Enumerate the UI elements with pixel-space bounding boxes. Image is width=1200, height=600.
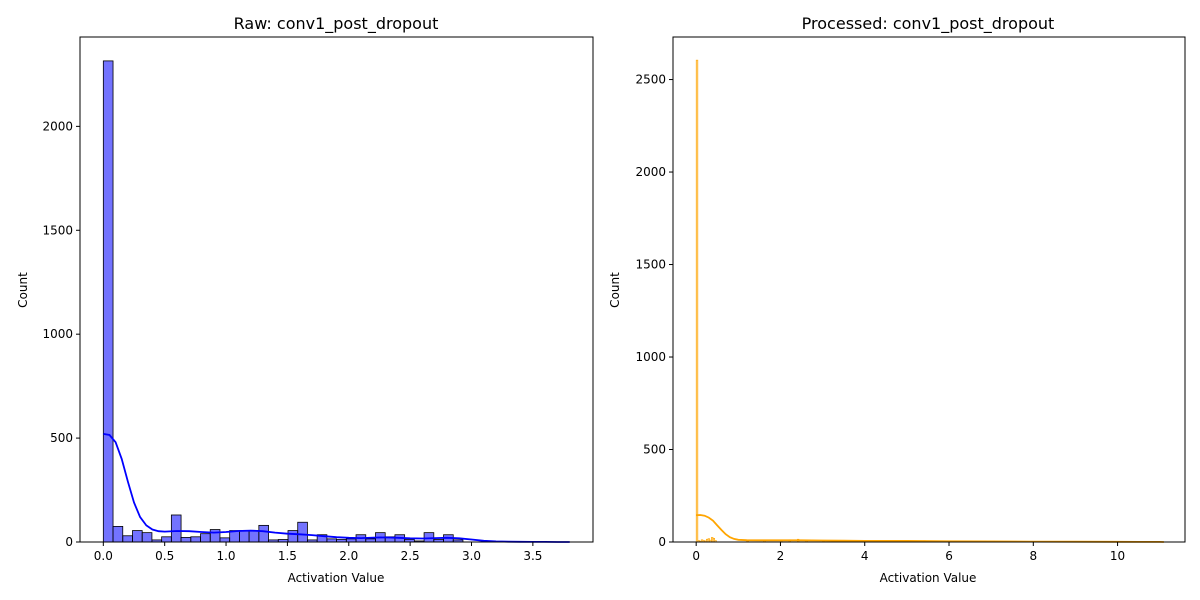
y-tick-label: 2000 (42, 119, 73, 133)
histogram-bar (141, 532, 153, 543)
kde-curve (696, 514, 1164, 543)
histogram-bar (122, 535, 133, 543)
kde-line (696, 514, 1164, 543)
y-tick-label: 1000 (42, 327, 73, 341)
raw-histogram-panel: Raw: conv1_post_dropout 0.0 0.5 1.0 1.5 2.0 2… (16, 14, 594, 585)
histogram-bar (180, 537, 192, 543)
x-tick-label: 1.0 (216, 549, 235, 563)
y-tick-label: 1500 (42, 223, 73, 237)
plot-area (672, 36, 1186, 543)
x-axis-ticks: 0 2 4 6 8 10 (692, 542, 1125, 563)
y-tick-label: 1000 (635, 350, 666, 364)
x-tick-label: 8 (1029, 549, 1037, 563)
y-tick-label: 1500 (635, 258, 666, 272)
y-axis-label: Count (608, 272, 622, 308)
histogram-bar (287, 530, 299, 543)
y-tick-label: 0 (658, 535, 666, 549)
kde-line (103, 433, 570, 543)
x-tick-label: 2 (777, 549, 785, 563)
x-tick-label: 0.0 (94, 549, 113, 563)
y-axis-ticks: 0 500 1000 1500 2000 2500 (635, 73, 673, 549)
x-tick-label: 10 (1110, 549, 1125, 563)
plot-area (79, 36, 594, 543)
histogram-bar (238, 530, 250, 543)
x-tick-label: 6 (945, 549, 953, 563)
x-axis-label: Activation Value (880, 571, 977, 585)
histogram-bar (200, 533, 211, 543)
histogram-bar (132, 530, 143, 543)
x-tick-label: 4 (861, 549, 869, 563)
y-tick-label: 500 (643, 443, 666, 457)
x-tick-label: 3.5 (523, 549, 542, 563)
y-tick-label: 500 (50, 431, 73, 445)
histogram-bar (248, 530, 260, 543)
histogram-bar (219, 537, 231, 543)
kde-curve (103, 433, 570, 543)
bars (102, 60, 464, 543)
y-tick-label: 2000 (635, 165, 666, 179)
y-tick-label: 2500 (635, 73, 666, 87)
x-axis-ticks: 0.0 0.5 1.0 1.5 2.0 2.5 3.0 3.5 (94, 542, 542, 563)
histogram-bar (190, 536, 201, 543)
y-tick-label: 0 (65, 535, 73, 549)
x-tick-label: 0.5 (155, 549, 174, 563)
histogram-bar (161, 536, 172, 543)
chart-title: Raw: conv1_post_dropout (234, 14, 439, 34)
histogram-bar (209, 529, 221, 543)
x-tick-label: 3.0 (462, 549, 481, 563)
chart-title: Processed: conv1_post_dropout (802, 14, 1055, 34)
histogram-bar (112, 526, 124, 543)
x-tick-label: 2.0 (339, 549, 358, 563)
x-tick-label: 2.5 (401, 549, 420, 563)
x-tick-label: 0 (692, 549, 700, 563)
histogram-bar (297, 521, 308, 543)
y-axis-ticks: 0 500 1000 1500 2000 (42, 119, 80, 549)
histogram-bar (258, 524, 269, 543)
bars (695, 59, 1120, 543)
x-tick-label: 1.5 (278, 549, 297, 563)
histogram-bar (102, 60, 114, 543)
processed-histogram-panel: Processed: conv1_post_dropout 0 2 4 6 8 10 0 5… (608, 14, 1186, 585)
x-axis-label: Activation Value (288, 571, 385, 585)
histogram-bar (695, 59, 699, 543)
histogram-bar (170, 514, 182, 543)
y-axis-label: Count (16, 272, 30, 308)
